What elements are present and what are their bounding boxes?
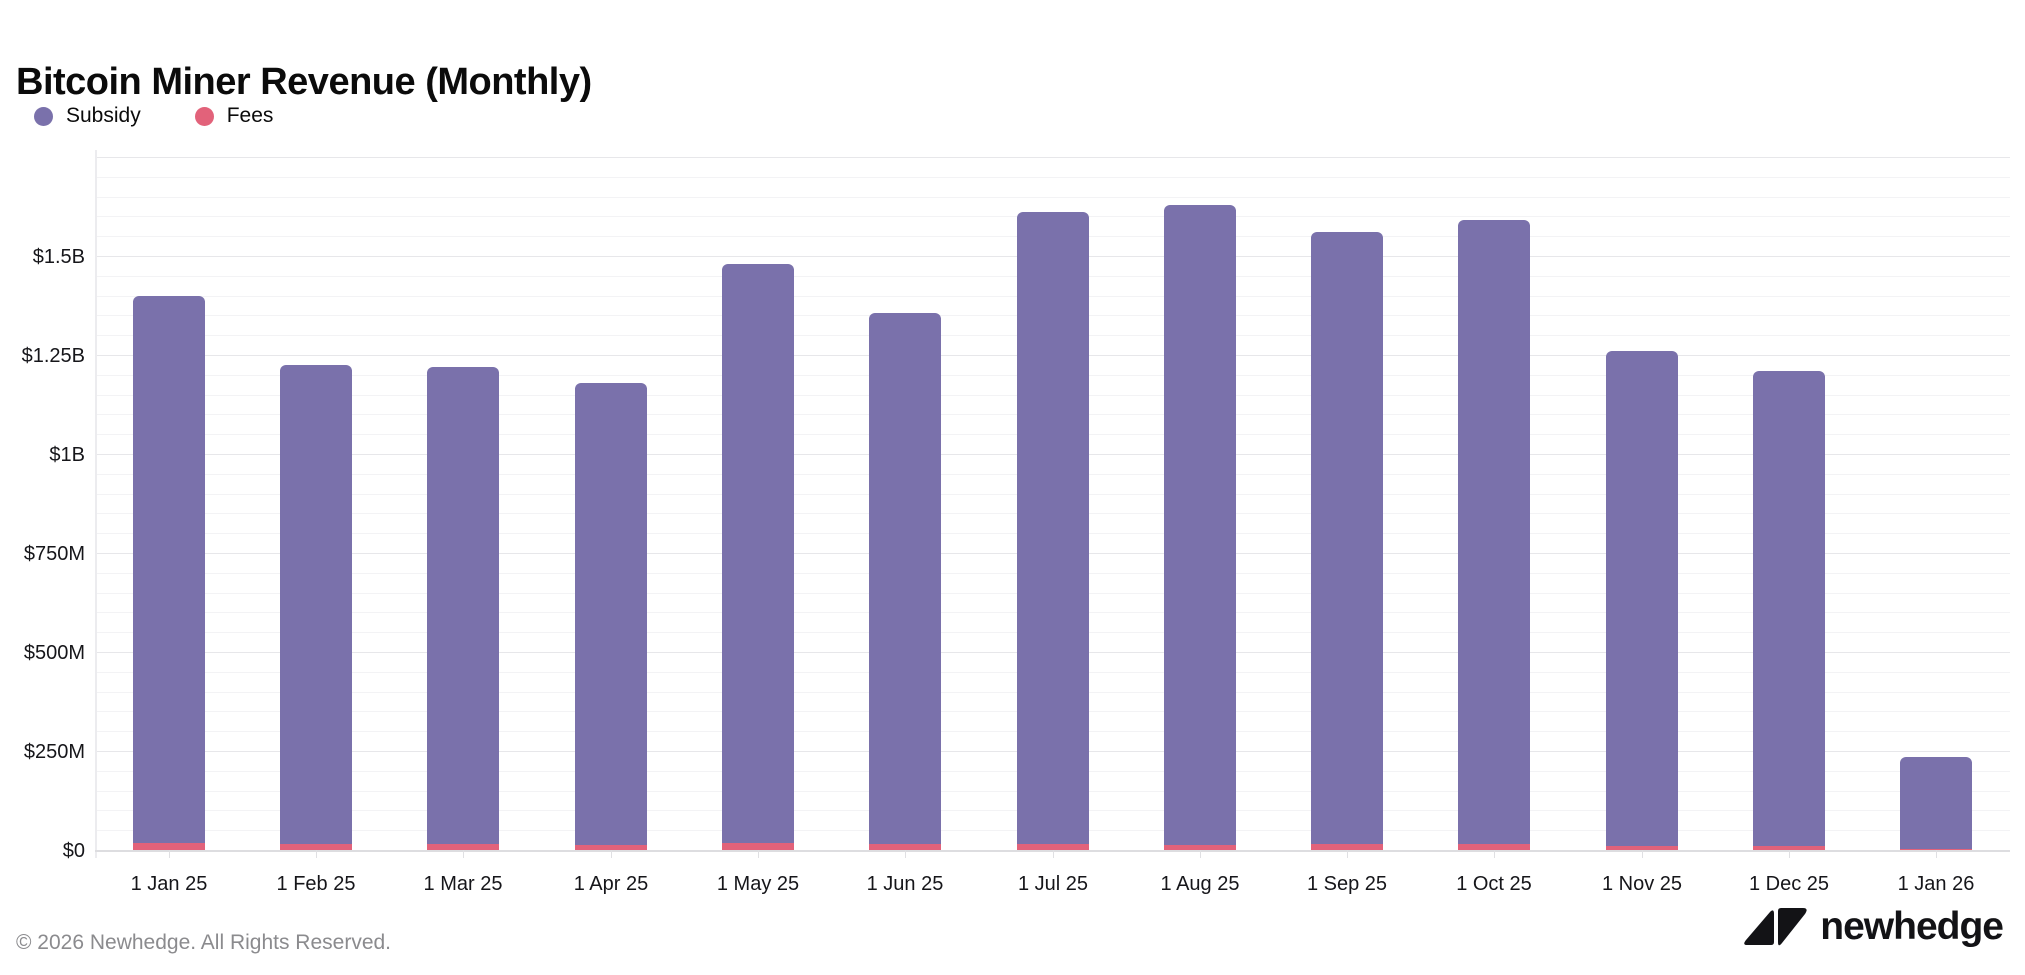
bar-segment-subsidy[interactable] [1900, 757, 1972, 849]
chart-legend: Subsidy Fees [34, 104, 273, 128]
newhedge-logo-text: newhedge [1820, 905, 2004, 948]
bar-1-jan-25[interactable] [133, 296, 205, 850]
y-axis-line [95, 150, 97, 858]
x-axis-tick-label: 1 Dec 25 [1748, 873, 1830, 895]
bar-segment-subsidy[interactable] [869, 313, 941, 844]
x-axis-tick-label: 1 Nov 25 [1601, 873, 1683, 895]
x-axis-tick [1053, 850, 1054, 858]
newhedge-logo: newhedge [1744, 905, 2004, 949]
y-axis-tick-label: $0 [62, 840, 85, 862]
bar-segment-subsidy[interactable] [1458, 220, 1530, 844]
x-axis-tick-label: 1 Jan 25 [130, 873, 208, 895]
bar-segment-subsidy[interactable] [1606, 351, 1678, 846]
bar-segment-subsidy[interactable] [575, 383, 647, 845]
bar-1-jul-25[interactable] [1017, 212, 1089, 850]
x-axis-tick [1789, 850, 1790, 858]
x-axis-tick-label: 1 Jun 25 [866, 873, 944, 895]
bar-segment-fees[interactable] [575, 845, 647, 850]
bar-segment-fees[interactable] [1311, 844, 1383, 850]
bar-segment-fees[interactable] [1458, 844, 1530, 850]
y-axis-tick-label: $1.5B [32, 246, 85, 268]
bar-segment-subsidy[interactable] [1017, 212, 1089, 844]
bar-segment-fees[interactable] [280, 844, 352, 850]
legend-item-fees[interactable]: Fees [194, 104, 274, 128]
bar-segment-fees[interactable] [1753, 846, 1825, 850]
copyright-text: © 2026 Newhedge. All Rights Reserved. [16, 931, 392, 954]
bar-segment-fees[interactable] [1606, 846, 1678, 850]
x-axis-line [95, 850, 2010, 852]
bar-segment-subsidy[interactable] [1753, 371, 1825, 846]
bar-1-sep-25[interactable] [1311, 232, 1383, 850]
y-axis-tick-label: $250M [23, 741, 85, 763]
x-axis-tick [1494, 850, 1495, 858]
bar-1-dec-25[interactable] [1753, 371, 1825, 850]
fees-color-dot-icon [194, 106, 214, 126]
bar-1-apr-25[interactable] [575, 383, 647, 850]
x-axis-tick-label: 1 Oct 25 [1456, 873, 1532, 895]
x-axis-tick [1936, 850, 1937, 858]
bar-1-nov-25[interactable] [1606, 351, 1678, 850]
x-axis-tick [1200, 850, 1201, 858]
bar-segment-subsidy[interactable] [133, 296, 205, 843]
x-axis-tick [905, 850, 906, 858]
gridline-minor [95, 177, 2010, 178]
bar-1-mar-25[interactable] [427, 367, 499, 850]
x-axis-tick-label: 1 Feb 25 [276, 873, 356, 895]
bar-1-feb-25[interactable] [280, 365, 352, 850]
bar-1-jun-25[interactable] [869, 313, 941, 850]
subsidy-color-dot-icon [34, 106, 53, 126]
bar-1-oct-25[interactable] [1458, 220, 1530, 850]
y-axis-tick-label: $1B [49, 444, 85, 466]
x-axis-tick-label: 1 May 25 [716, 873, 800, 895]
x-axis-tick-label: 1 Jul 25 [1017, 873, 1089, 895]
legend-item-subsidy[interactable]: Subsidy [34, 104, 141, 128]
y-axis-tick-label: $500M [23, 642, 85, 664]
bar-1-jan-26[interactable] [1900, 757, 1972, 850]
bar-segment-fees[interactable] [1017, 844, 1089, 850]
bar-segment-subsidy[interactable] [280, 365, 352, 844]
legend-label-fees: Fees [226, 104, 274, 127]
newhedge-logo-mark-icon [1744, 908, 1807, 946]
x-axis-tick-label: 1 Mar 25 [423, 873, 503, 895]
bar-segment-fees[interactable] [1164, 845, 1236, 850]
y-axis-tick-label: $750M [23, 543, 85, 565]
bar-segment-subsidy[interactable] [722, 264, 794, 843]
y-axis-tick-label: $1.25B [21, 345, 85, 367]
gridline-major [95, 157, 2010, 158]
x-axis-tick-label: 1 Sep 25 [1306, 873, 1388, 895]
x-axis-tick [169, 850, 170, 858]
x-axis-tick [463, 850, 464, 858]
x-axis-tick [758, 850, 759, 858]
bar-segment-subsidy[interactable] [1311, 232, 1383, 844]
bar-segment-subsidy[interactable] [1164, 205, 1236, 845]
page-title: Bitcoin Miner Revenue (Monthly) [16, 61, 592, 104]
x-axis-tick [316, 850, 317, 858]
x-axis-tick-label: 1 Aug 25 [1160, 873, 1240, 895]
gridline-minor [95, 197, 2010, 198]
x-axis-tick [611, 850, 612, 858]
bar-segment-fees[interactable] [133, 843, 205, 850]
bar-1-may-25[interactable] [722, 264, 794, 850]
x-axis-tick [1642, 850, 1643, 858]
bar-segment-fees[interactable] [869, 844, 941, 850]
bar-segment-fees[interactable] [722, 843, 794, 850]
bar-segment-subsidy[interactable] [427, 367, 499, 844]
x-axis-tick [1347, 850, 1348, 858]
bar-1-aug-25[interactable] [1164, 205, 1236, 850]
x-axis-tick-label: 1 Jan 26 [1897, 873, 1975, 895]
x-axis-tick-label: 1 Apr 25 [573, 873, 649, 895]
legend-label-subsidy: Subsidy [66, 104, 141, 127]
bar-segment-fees[interactable] [1900, 849, 1972, 850]
bar-segment-fees[interactable] [427, 844, 499, 850]
